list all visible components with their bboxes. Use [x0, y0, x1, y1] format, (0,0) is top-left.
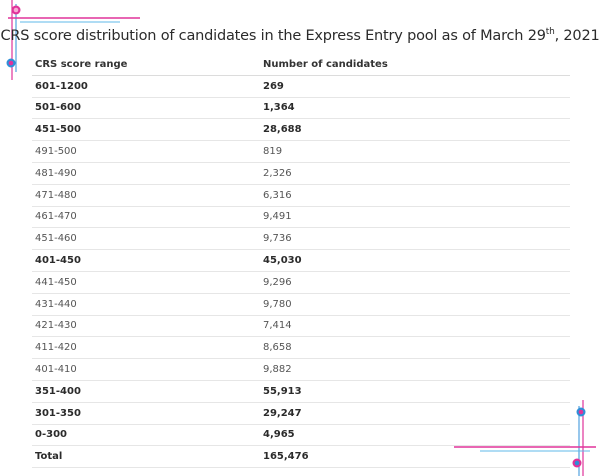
table-row: 471-480 6,316 [32, 184, 570, 207]
table-row: 491-500 819 [32, 140, 570, 163]
cell-score-range: 421-430 [32, 315, 260, 338]
table-header-row: CRS score range Number of candidates [32, 54, 570, 76]
cell-score-range: 451-460 [32, 227, 260, 251]
table-row: 601-1200 269 [32, 75, 570, 98]
cell-candidate-count: 28,688 [260, 118, 570, 142]
cell-candidate-count: 165,476 [260, 445, 570, 469]
cell-score-range: 301-350 [32, 402, 260, 425]
cell-score-range: 401-410 [32, 358, 260, 381]
cell-score-range: 351-400 [32, 380, 260, 403]
cell-candidate-count: 29,247 [260, 402, 570, 425]
table-row: 301-350 29,247 [32, 402, 570, 425]
cell-score-range: 491-500 [32, 140, 260, 163]
cell-candidate-count: 9,296 [260, 271, 570, 294]
cell-candidate-count: 6,316 [260, 184, 570, 207]
table-body: 601-1200 269 501-600 1,364 451-500 28,688 491-… [32, 75, 570, 469]
cell-score-range: 0-300 [32, 424, 260, 447]
cell-score-range: 481-490 [32, 162, 260, 185]
corner-ornament-top-left [6, 0, 140, 80]
cell-score-range: 451-500 [32, 118, 260, 142]
cell-score-range: 461-470 [32, 206, 260, 229]
cell-score-range: 601-1200 [32, 75, 260, 98]
cell-score-range: 411-420 [32, 336, 260, 360]
table-row: 411-420 8,658 [32, 336, 570, 360]
table-row: 481-490 2,326 [32, 162, 570, 185]
table-row: 351-400 55,913 [32, 380, 570, 403]
cell-score-range: Total [32, 445, 260, 469]
cell-score-range: 471-480 [32, 184, 260, 207]
table-row: 421-430 7,414 [32, 315, 570, 338]
cell-candidate-count: 269 [260, 75, 570, 98]
cell-candidate-count: 8,658 [260, 336, 570, 360]
title-main: CRS score distribution of candidates in … [0, 28, 546, 44]
cell-score-range: 431-440 [32, 293, 260, 316]
table-row: 451-460 9,736 [32, 227, 570, 251]
table-row: 401-450 45,030 [32, 249, 570, 272]
table-row: 451-500 28,688 [32, 118, 570, 142]
cell-candidate-count: 45,030 [260, 249, 570, 272]
cell-score-range: 401-450 [32, 249, 260, 272]
header-number-of-candidates: Number of candidates [260, 54, 570, 76]
cell-candidate-count: 2,326 [260, 162, 570, 185]
cell-candidate-count: 9,491 [260, 206, 570, 229]
table-row: 461-470 9,491 [32, 206, 570, 229]
table-row: 441-450 9,296 [32, 271, 570, 294]
title-suffix: , 2021 [554, 28, 600, 44]
cell-candidate-count: 9,736 [260, 227, 570, 251]
cell-score-range: 501-600 [32, 97, 260, 120]
cell-score-range: 441-450 [32, 271, 260, 294]
table-row: 501-600 1,364 [32, 97, 570, 120]
table-row: 401-410 9,882 [32, 358, 570, 381]
cell-candidate-count: 7,414 [260, 315, 570, 338]
cell-candidate-count: 55,913 [260, 380, 570, 403]
table-row: 431-440 9,780 [32, 293, 570, 316]
cell-candidate-count: 9,882 [260, 358, 570, 381]
crs-distribution-table: CRS score range Number of candidates 601… [32, 54, 570, 469]
cell-candidate-count: 819 [260, 140, 570, 163]
cell-candidate-count: 9,780 [260, 293, 570, 316]
title-superscript: th [545, 27, 555, 38]
cell-candidate-count: 4,965 [260, 424, 570, 447]
table-row: Total 165,476 [32, 445, 570, 469]
page-title: CRS score distribution of candidates in … [0, 28, 600, 44]
table-row: 0-300 4,965 [32, 424, 570, 447]
cell-candidate-count: 1,364 [260, 97, 570, 120]
header-crs-score-range: CRS score range [32, 54, 260, 76]
